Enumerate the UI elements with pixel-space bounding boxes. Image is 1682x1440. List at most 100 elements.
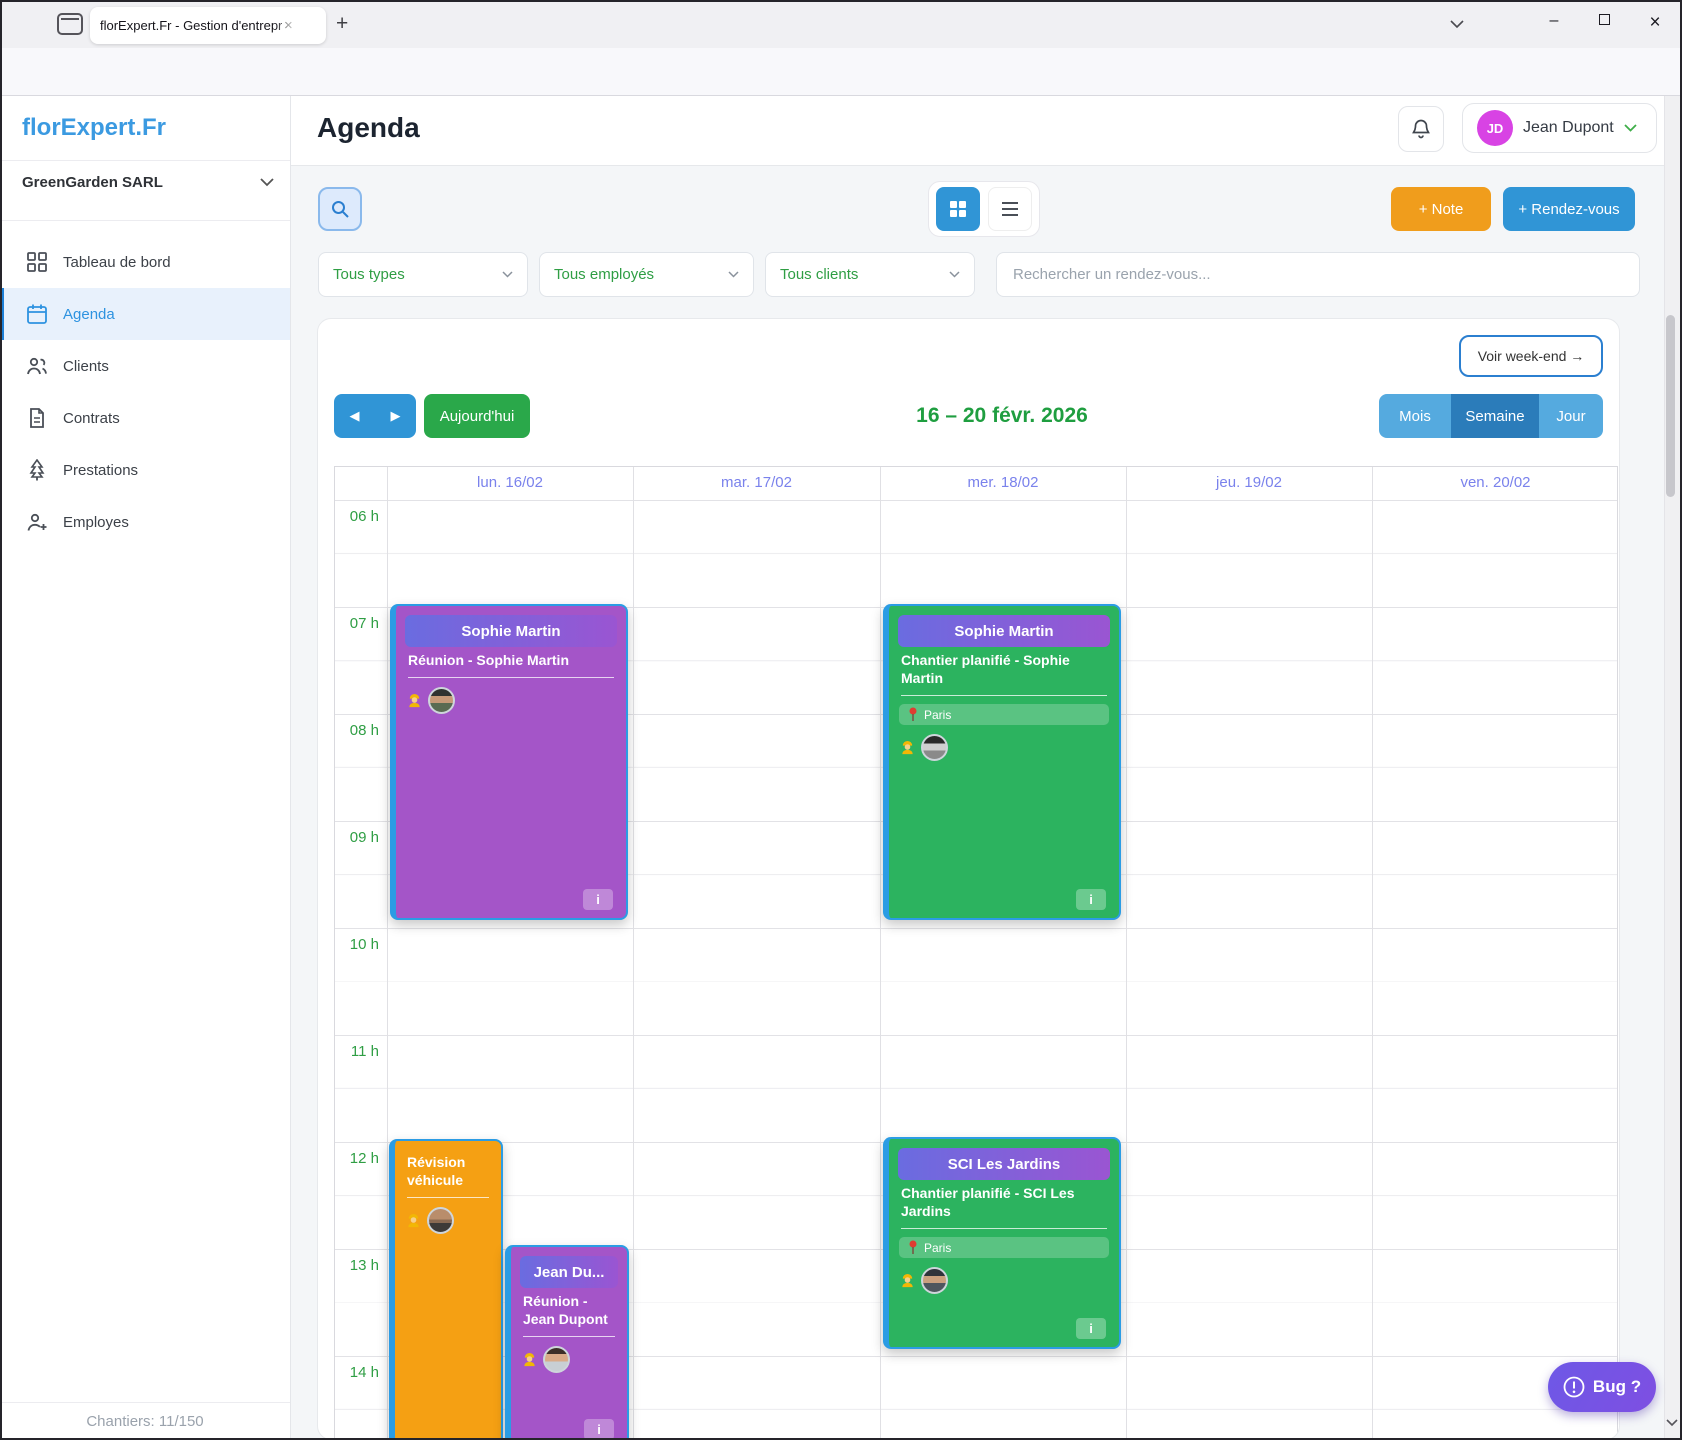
event-client-badge: SCI Les Jardins <box>898 1148 1110 1180</box>
user-avatar: JD <box>1477 110 1513 146</box>
worker-icon <box>524 1352 535 1367</box>
type-filter-select[interactable]: Tous types <box>318 252 528 297</box>
app-header: Agenda JD Jean Dupont <box>291 96 1664 166</box>
hour-label: 06 h <box>349 508 379 525</box>
sidebar-item-tableau-de-bord[interactable]: Tableau de bord <box>0 236 290 288</box>
event-reunion-sophie-martin[interactable]: Sophie Martin Réunion - Sophie Martin i <box>390 604 628 920</box>
sidebar-item-label: Contrats <box>63 409 120 427</box>
event-client-badge: Sophie Martin <box>405 615 617 647</box>
scrollbar-thumb[interactable] <box>1666 315 1675 497</box>
avatar <box>428 687 455 714</box>
bug-label: Bug ? <box>1592 1377 1642 1396</box>
firefox-view-icon[interactable] <box>57 13 83 35</box>
avatar <box>427 1207 454 1234</box>
event-chantier-sophie-martin[interactable]: Sophie Martin Chantier planifié - Sophie… <box>883 604 1121 920</box>
event-reunion-jean-dupont[interactable]: Jean Du... Réunion - Jean Dupont i <box>505 1245 629 1439</box>
calendar-card: Voir week-end → ◀ ▶ Aujourd'hui 16 – 20 … <box>317 318 1620 1440</box>
location-pin-icon <box>909 1240 917 1254</box>
browser-nav-bar: test.florexpert.fr/agenda uO <box>0 48 1682 139</box>
scrollbar-down-arrow-icon[interactable] <box>1666 1414 1678 1432</box>
sidebar-item-label: Prestations <box>63 461 139 479</box>
sidebar: florExpert.Fr GreenGarden SARL Tableau d… <box>0 96 291 1440</box>
date-range: 16 – 20 févr. 2026 <box>916 404 1088 427</box>
chevron-down-icon <box>502 271 513 278</box>
search-icon <box>332 201 349 218</box>
user-menu[interactable]: JD Jean Dupont <box>1462 103 1657 153</box>
list-view-button[interactable] <box>988 187 1032 231</box>
view-toggle-group <box>928 181 1040 237</box>
client-filter-select[interactable]: Tous clients <box>765 252 975 297</box>
tab-list-chevron-icon[interactable] <box>1450 16 1464 34</box>
event-client-badge: Jean Du... <box>520 1256 618 1288</box>
view-week-button[interactable]: Semaine <box>1451 394 1539 438</box>
page-scrollbar[interactable] <box>1664 96 1680 1438</box>
employee-filter-select[interactable]: Tous employés <box>539 252 754 297</box>
tree-icon <box>29 459 45 481</box>
event-title: Réunion - Jean Dupont <box>523 1292 615 1337</box>
location-chip: Paris <box>899 1237 1109 1258</box>
sidebar-item-label: Clients <box>63 357 109 375</box>
search-toggle-button[interactable] <box>318 187 362 231</box>
tab-title: florExpert.Fr - Gestion d'entreprise de <box>100 18 282 33</box>
location-pin-icon <box>909 707 917 721</box>
weekend-toggle-button[interactable]: Voir week-end → <box>1459 335 1603 377</box>
event-title: Réunion - Sophie Martin <box>408 651 614 678</box>
sidebar-item-label: Employes <box>63 513 129 531</box>
new-tab-button[interactable]: + <box>336 12 349 35</box>
worker-icon <box>409 693 420 708</box>
person-add-icon <box>27 513 47 531</box>
info-badge[interactable]: i <box>1076 1318 1106 1339</box>
today-button[interactable]: Aujourd'hui <box>424 394 530 438</box>
event-revision-vehicule[interactable]: Révision véhicule <box>389 1139 503 1439</box>
notifications-button[interactable] <box>1398 106 1444 152</box>
grid-view-button[interactable] <box>936 187 980 231</box>
calendar-grid[interactable]: lun. 16/02 mar. 17/02 mer. 18/02 jeu. 19… <box>334 466 1618 1439</box>
calendar-icon <box>27 304 47 324</box>
chevron-down-icon <box>260 178 274 187</box>
sidebar-item-label: Tableau de bord <box>63 253 171 271</box>
event-title: Chantier planifié - Sophie Martin <box>901 651 1107 696</box>
view-day-button[interactable]: Jour <box>1539 394 1603 438</box>
bug-report-button[interactable]: Bug ? <box>1548 1362 1656 1412</box>
window-minimize-button[interactable]: – <box>1549 12 1559 29</box>
info-badge[interactable]: i <box>584 1419 614 1439</box>
window-close-button[interactable]: × <box>1649 12 1661 33</box>
worker-icon <box>408 1213 419 1228</box>
worker-icon <box>902 1273 913 1288</box>
add-note-button[interactable]: + Note <box>1391 187 1491 231</box>
avatar <box>921 1267 948 1294</box>
main-content: + Note + Rendez-vous Tous types Tous emp… <box>291 166 1664 1440</box>
company-selector[interactable]: GreenGarden SARL <box>22 174 274 191</box>
sidebar-item-contrats[interactable]: Contrats <box>0 392 290 444</box>
chevron-down-icon <box>728 271 739 278</box>
hour-label: 09 h <box>349 829 379 846</box>
chevron-down-icon <box>949 271 960 278</box>
event-chantier-sci-les-jardins[interactable]: SCI Les Jardins Chantier planifié - SCI … <box>883 1137 1121 1349</box>
hour-label: 14 h <box>349 1364 379 1381</box>
sidebar-item-prestations[interactable]: Prestations <box>0 444 290 496</box>
people-icon <box>27 357 47 375</box>
window-maximize-button[interactable] <box>1589 12 1619 30</box>
location-text: Paris <box>924 1240 952 1255</box>
hour-label: 11 h <box>350 1043 379 1060</box>
search-input[interactable] <box>996 252 1640 297</box>
info-badge[interactable]: i <box>1076 889 1106 910</box>
sidebar-item-employes[interactable]: Employes <box>0 496 290 548</box>
hour-label: 12 h <box>349 1150 379 1167</box>
company-name: GreenGarden SARL <box>22 174 163 191</box>
sidebar-item-agenda[interactable]: Agenda <box>0 288 290 340</box>
browser-tab[interactable]: florExpert.Fr - Gestion d'entreprise de … <box>90 7 326 44</box>
info-badge[interactable]: i <box>583 889 613 910</box>
dashboard-icon <box>27 252 47 272</box>
calendar-nav-arrows: ◀ ▶ <box>334 394 416 438</box>
user-name: Jean Dupont <box>1523 119 1614 136</box>
event-title: Chantier planifié - SCI Les Jardins <box>901 1184 1107 1229</box>
day-header: mar. 17/02 <box>721 474 792 491</box>
page-title: Agenda <box>317 112 420 143</box>
view-month-button[interactable]: Mois <box>1379 394 1451 438</box>
add-rendezvous-button[interactable]: + Rendez-vous <box>1503 187 1635 231</box>
hour-label: 07 h <box>349 615 379 632</box>
prev-week-button[interactable]: ◀ <box>349 408 360 423</box>
sidebar-item-clients[interactable]: Clients <box>0 340 290 392</box>
next-week-button[interactable]: ▶ <box>390 408 401 423</box>
